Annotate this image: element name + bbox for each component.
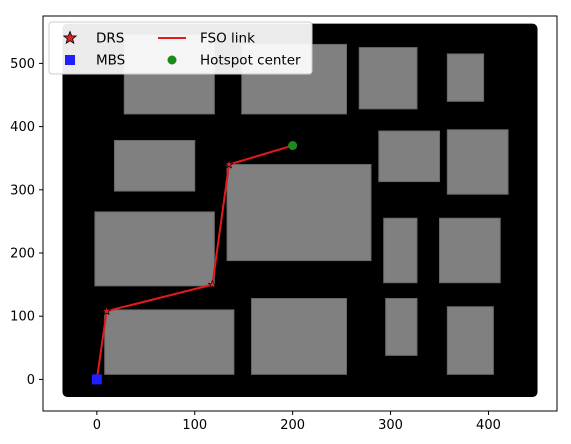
plot-area [62,23,538,398]
x-tick-label: 0 [93,418,101,433]
building-14 [385,298,418,356]
legend-box [48,21,313,75]
y-tick-label: 400 [10,120,35,135]
hotspot-center-marker [288,141,298,151]
building-9 [226,164,372,262]
building-3 [358,47,418,110]
legend-label: FSO link [200,31,255,47]
building-12 [104,309,235,375]
x-tick-label: 100 [182,418,207,433]
legend-label: DRS [96,31,124,47]
legend-item: FSO link [158,31,255,47]
y-tick-label: 500 [10,57,35,72]
axes: 0 100 200 300 400 0 100 200 300 400 500 [10,15,558,433]
legend-label: Hotspot center [200,53,301,69]
legend-item: DRS [62,30,124,47]
legend-label: MBS [96,53,125,69]
building-5 [113,140,196,192]
legend-item: MBS [65,53,125,69]
drs-marker [207,279,218,289]
y-tick-label: 200 [10,247,35,262]
building-15 [446,306,494,375]
legend-circle-icon [167,55,177,65]
plot-inner [62,23,538,398]
y-tick-label: 300 [10,183,35,198]
building-6 [378,130,441,183]
axes-frame [42,15,558,412]
building-10 [383,217,418,284]
building-11 [439,217,501,284]
building-4 [446,53,485,102]
drs-marker [101,306,112,316]
building-8 [94,211,215,287]
legend: DRS MBS FSO link Hotspot center [48,21,313,75]
x-tick-label: 200 [280,418,305,433]
drs-marker [224,159,234,169]
building-13 [251,298,348,375]
x-tick-label: 400 [476,418,501,433]
mbs-marker [91,374,102,385]
legend-star-icon [62,30,78,45]
y-tick-label: 0 [27,373,35,388]
building-7 [446,129,509,195]
x-tick-label: 300 [378,418,403,433]
legend-square-icon [65,55,75,65]
y-tick-label: 100 [10,310,35,325]
legend-item: Hotspot center [167,53,301,69]
